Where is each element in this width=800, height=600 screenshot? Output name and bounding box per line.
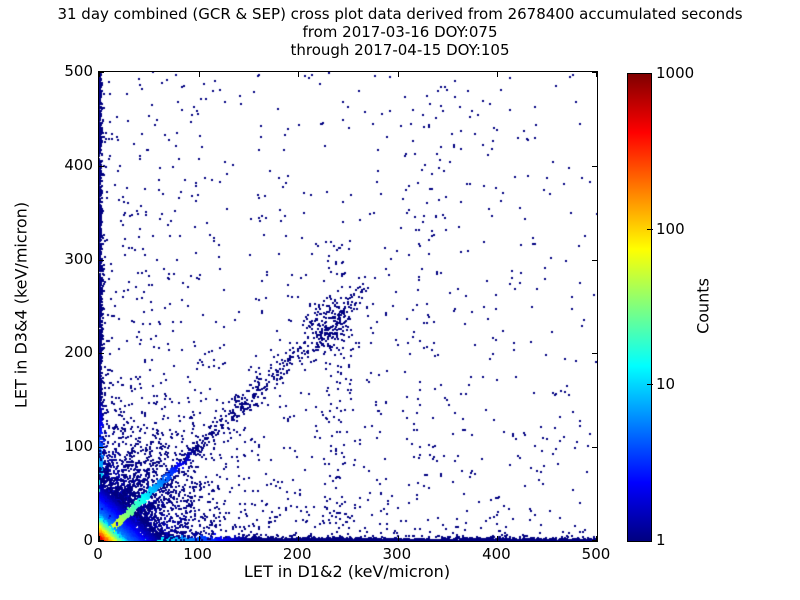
colorbar-tick-label: 100 [656,219,685,238]
axis-tick-mark [99,447,104,448]
axis-tick-mark [497,72,498,77]
axis-tick-mark [298,536,299,541]
axis-tick-mark [199,536,200,541]
chart-title: 31 day combined (GCR & SEP) cross plot d… [57,5,743,23]
chart-subtitle-from: from 2017-03-16 DOY:075 [302,23,498,41]
axis-tick-mark [99,260,104,261]
axis-tick-mark [596,72,597,77]
plot-area [98,71,598,542]
x-tick-label: 100 [183,545,212,563]
x-tick-label: 200 [282,545,312,563]
colorbar-label: Counts [693,278,713,334]
y-tick-label: 200 [64,343,93,362]
axis-tick-mark [199,72,200,77]
colorbar-tick-label: 1 [656,531,666,549]
y-tick-label: 0 [83,531,93,549]
colorbar [627,73,652,542]
axis-tick-mark [99,72,104,73]
colorbar-tick-mark [647,229,653,230]
x-tick-label: 400 [482,545,511,563]
axis-tick-mark [99,166,104,167]
chart-subtitle-through: through 2017-04-15 DOY:105 [290,41,510,59]
colorbar-gradient [628,74,651,541]
axis-tick-mark [592,353,597,354]
x-tick-label: 300 [382,545,412,563]
axis-tick-mark [99,536,100,541]
axis-tick-mark [99,540,104,541]
x-tick-label: 0 [93,545,103,563]
axis-tick-mark [592,72,597,73]
axis-tick-mark [592,540,597,541]
axis-tick-mark [592,166,597,167]
axis-tick-mark [398,72,399,77]
axis-tick-mark [596,536,597,541]
colorbar-tick-mark [647,384,653,385]
y-tick-label: 400 [64,155,93,174]
x-tick-label: 500 [581,545,611,563]
axis-tick-mark [592,447,597,448]
axis-tick-mark [298,72,299,77]
axis-tick-mark [99,72,100,77]
y-tick-label: 100 [64,437,93,456]
axis-tick-mark [592,260,597,261]
colorbar-tick-label: 1000 [656,64,695,82]
y-tick-label: 300 [64,249,93,268]
x-axis-label: LET in D1&2 (keV/micron) [243,562,451,581]
axis-tick-mark [99,353,104,354]
axis-tick-mark [398,536,399,541]
colorbar-tick-label: 10 [656,375,676,394]
y-axis-label: LET in D3&4 (keV/micron) [11,201,31,409]
scatter-points-canvas [99,72,597,541]
y-tick-label: 500 [64,62,93,80]
axis-tick-mark [497,536,498,541]
